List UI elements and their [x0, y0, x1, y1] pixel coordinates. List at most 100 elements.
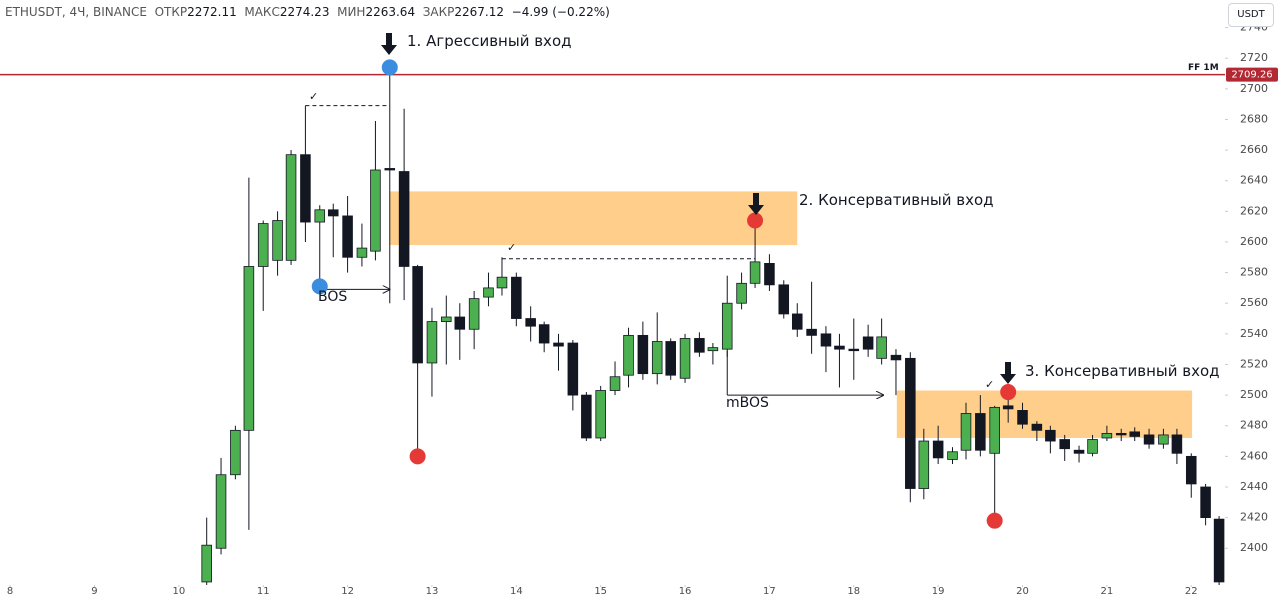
candle-body: [567, 342, 579, 396]
change: −4.99 (−0.22%): [511, 5, 610, 19]
candle-body: [806, 328, 817, 336]
value: 2272.11: [187, 5, 237, 19]
check-mark: ✓: [309, 90, 319, 103]
value: 2267.12: [454, 5, 505, 19]
candle-body: [876, 336, 887, 359]
candle-body: [989, 406, 1000, 454]
value: 2274.23: [279, 5, 330, 19]
price-tag-label: 2709.26: [1231, 70, 1272, 81]
x-tick-label: 12: [341, 586, 354, 597]
price-axis-bg: [1225, 0, 1280, 602]
candle-body: [820, 333, 832, 347]
candle-body: [1045, 429, 1056, 442]
y-tick-label: 2480: [1240, 419, 1268, 432]
candle-body: [525, 318, 536, 327]
symbol-header: ETHUSDT, 4Ч, BINANCE ОТКР2272.11 МАКС227…: [5, 5, 610, 19]
y-tick-label: 2440: [1240, 480, 1268, 493]
y-tick-label: 2520: [1240, 357, 1268, 370]
entry-arrow: [1000, 362, 1016, 384]
candle-body: [1200, 486, 1211, 519]
candle-body: [932, 440, 944, 459]
candle-body: [272, 220, 283, 261]
candle-body: [1143, 434, 1155, 445]
check-mark: ✓: [985, 378, 995, 391]
candle-body: [370, 169, 381, 252]
price-tag: [1226, 67, 1278, 82]
x-tick-label: 17: [763, 586, 776, 597]
label: ОТКР: [154, 5, 188, 19]
y-tick-label: 2420: [1240, 511, 1268, 524]
y-tick-label: 2560: [1240, 296, 1268, 309]
candle-body: [1017, 410, 1028, 425]
x-tick-label: 15: [594, 586, 607, 597]
candle-body: [975, 413, 986, 451]
signal-dot: [311, 278, 328, 295]
value: 2263.64: [365, 5, 416, 19]
candle-body: [454, 316, 466, 330]
annotation: 3. Консервативный вход: [1025, 362, 1220, 380]
candle-body: [749, 261, 761, 284]
candle-body: [384, 168, 396, 171]
x-tick-label: 14: [510, 586, 523, 597]
candle-body: [468, 298, 480, 330]
candle-body: [1059, 439, 1070, 450]
candle-body: [694, 338, 705, 353]
x-tick-label: 8: [7, 586, 13, 597]
candle-body: [511, 276, 522, 319]
label: МАКС: [244, 5, 280, 19]
candle-body: [862, 336, 874, 350]
entry-arrow: [381, 33, 397, 55]
currency-button[interactable]: USDT: [1228, 3, 1274, 27]
candle-body: [314, 209, 326, 223]
candle-body: [426, 321, 438, 364]
y-tick-label: 2700: [1240, 82, 1268, 95]
x-tick-label: 10: [172, 586, 185, 597]
candle-body: [791, 313, 803, 330]
x-tick-label: 19: [932, 586, 945, 597]
candle-body: [1185, 455, 1197, 485]
candle-body: [538, 324, 550, 344]
check-mark: ✓: [507, 241, 517, 254]
x-tick-label: 20: [1016, 586, 1029, 597]
candle-body: [1213, 518, 1225, 583]
candle-body: [441, 316, 452, 322]
signal-dot: [409, 448, 426, 465]
candle-body: [623, 334, 634, 376]
candle-body: [412, 266, 423, 364]
x-tick-label: 21: [1101, 586, 1114, 597]
candle-body: [721, 302, 733, 350]
signal-dot: [986, 512, 1003, 529]
x-tick-label: 22: [1185, 586, 1198, 597]
candle-body: [201, 544, 212, 583]
signal-dot: [381, 59, 398, 76]
zone: [896, 390, 1193, 438]
candle-body: [356, 247, 368, 258]
candle-body: [1087, 439, 1098, 454]
candle-body: [764, 263, 775, 286]
y-tick-label: 2540: [1240, 327, 1268, 340]
annotation: 2. Консервативный вход: [799, 191, 994, 209]
candle-body: [1101, 432, 1113, 439]
candle-body: [581, 394, 592, 439]
candle-body: [960, 413, 972, 451]
candle-body: [285, 154, 297, 261]
candle-body: [778, 284, 790, 315]
y-tick-label: 2600: [1240, 235, 1268, 248]
candle-body: [1129, 431, 1141, 437]
y-tick-label: 2680: [1240, 112, 1268, 125]
candle-body: [651, 341, 663, 375]
candle-body: [679, 338, 691, 379]
candle-body: [707, 347, 719, 352]
annotation: mBOS: [726, 395, 769, 411]
candle-body: [483, 287, 494, 298]
label: ЗАКР: [422, 5, 455, 19]
y-tick-label: 2580: [1240, 266, 1268, 279]
x-tick-label: 11: [257, 586, 270, 597]
candle-body: [1115, 432, 1127, 436]
candle-body: [243, 266, 255, 431]
candle-body: [1158, 434, 1169, 445]
candle-body: [905, 357, 916, 489]
y-tick-label: 2640: [1240, 174, 1268, 187]
